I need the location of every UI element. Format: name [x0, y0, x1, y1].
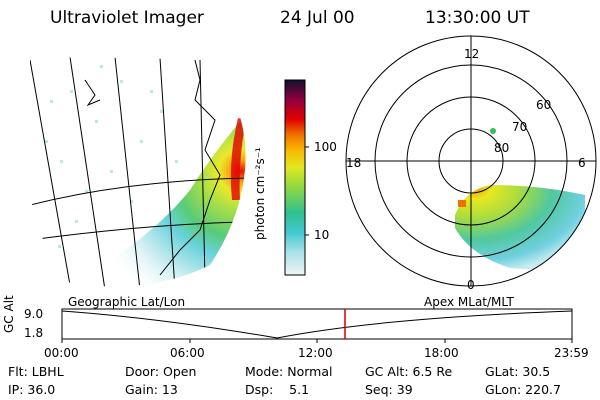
time-tick-1800: 18:00 [424, 346, 459, 360]
colorbar-label-100: 100 [314, 140, 337, 154]
polar-data-point [490, 128, 496, 134]
info-mode: Mode: Normal [245, 364, 333, 379]
mlt-label-12: 12 [464, 47, 480, 61]
time-tick-0000: 00:00 [44, 346, 79, 360]
altitude-tick-low: 1.8 [24, 326, 44, 340]
geographic-map-panel [30, 57, 246, 287]
altitude-curve [61, 310, 573, 339]
aurora-oval-region [455, 185, 585, 270]
info-gc-alt: GC Alt: 6.5 Re [365, 364, 453, 379]
colorbar-units: photon cm⁻²s⁻¹ [253, 147, 267, 240]
time-tick-0600: 06:00 [170, 346, 205, 360]
info-seq: Seq: 39 [365, 382, 413, 397]
apex-panel-label: Apex MLat/MLT [424, 295, 514, 309]
colorbar [284, 79, 309, 276]
altitude-axis-label: GC Alt [2, 295, 16, 333]
info-ip: IP: 36.0 [8, 382, 56, 397]
info-glon: GLon: 220.7 [485, 382, 561, 397]
altitude-plot [61, 308, 573, 343]
polar-mlat-mlt-panel [345, 35, 597, 287]
app-title: Ultraviolet Imager [50, 8, 204, 28]
colorbar-gradient [284, 79, 306, 276]
time-tick-1200: 12:00 [298, 346, 333, 360]
time-tick-2359: 23:59 [554, 346, 589, 360]
altitude-plot-frame [61, 308, 573, 340]
time-label: 13:30:00 UT [425, 8, 530, 28]
mlat-label-80: 80 [494, 141, 510, 155]
info-gain: Gain: 13 [125, 382, 178, 397]
mlt-label-6: 6 [578, 156, 586, 170]
altitude-tick-high: 9.0 [24, 307, 44, 321]
sparse-pixels [45, 65, 178, 248]
info-door: Door: Open [125, 364, 197, 379]
colorbar-label-10: 10 [314, 228, 330, 242]
geographic-panel-label: Geographic Lat/Lon [68, 295, 186, 309]
date-label: 24 Jul 00 [280, 8, 355, 28]
info-flt: Flt: LBHL [8, 364, 64, 379]
mlt-label-0: 0 [467, 278, 475, 292]
mlat-label-70: 70 [512, 120, 528, 134]
mlat-label-60: 60 [536, 98, 552, 112]
info-dsp: Dsp: 5.1 [245, 382, 310, 397]
mlt-label-18: 18 [346, 156, 362, 170]
aurora-bright-spot [458, 200, 466, 207]
info-glat: GLat: 30.5 [485, 364, 551, 379]
